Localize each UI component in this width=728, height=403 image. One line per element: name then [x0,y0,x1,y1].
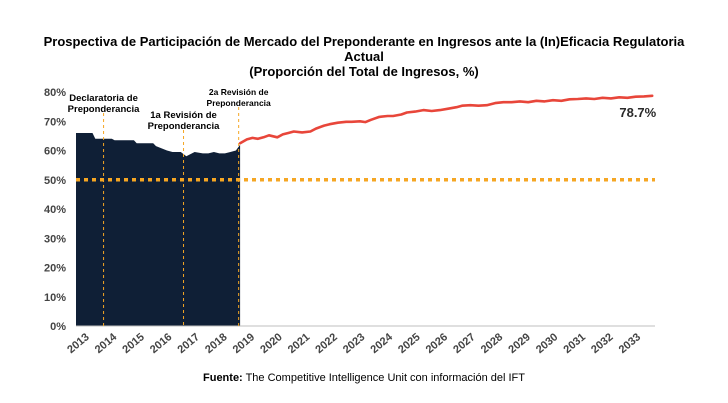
chart-title-line-2: Actual [344,49,384,64]
x-tick-label: 2030 [534,331,560,356]
annotation-label: Preponderancia [207,98,272,108]
source-note: Fuente: The Competitive Intelligence Uni… [0,372,728,384]
x-tick-label: 2033 [617,331,643,356]
annotation-label: Declaratoria de [69,93,138,104]
annotation-label: Preponderancia [148,121,221,132]
projection-line [238,94,654,145]
y-tick-label: 20% [44,263,66,275]
x-tick-label: 2016 [148,331,174,356]
x-tick-label: 2028 [479,331,505,356]
x-axis-labels: 2013 2014 2015 2016 2017 2018 2019 2020 2021 2022… [65,331,643,356]
x-tick-label: 2014 [93,331,120,356]
y-tick-label: 80% [44,87,66,99]
x-tick-label: 2025 [396,331,422,356]
x-tick-label: 2026 [424,331,450,356]
y-tick-label: 70% [44,116,66,128]
x-tick-label: 2027 [451,331,477,356]
x-tick-label: 2020 [258,331,284,356]
y-axis-labels: 0% 10% 20% 30% 40% 50% 60% 70% 80% [44,87,66,333]
y-tick-label: 10% [44,292,66,304]
y-tick-label: 50% [44,175,66,187]
x-tick-label: 2023 [341,331,367,356]
y-tick-label: 30% [44,233,66,245]
chart-title: Prospectiva de Participación de Mercado … [0,34,728,79]
annotation-label: 1a Revisión de [150,110,217,121]
y-tick-label: 40% [44,204,66,216]
y-tick-label: 0% [50,321,66,333]
x-tick-label: 2031 [562,331,588,356]
x-tick-label: 2019 [231,331,257,356]
chart-title-line-3: (Proporción del Total de Ingresos, %) [249,64,479,79]
x-tick-label: 2032 [589,331,615,356]
source-text: The Competitive Intelligence Unit con in… [242,372,525,384]
x-tick-label: 2017 [176,331,202,356]
x-tick-label: 2018 [203,331,229,356]
historical-area [76,133,241,326]
y-tick-label: 60% [44,146,66,158]
annotation-label: 2a Revisión de [209,87,269,97]
x-tick-label: 2021 [286,331,312,356]
annotation-label: Preponderancia [68,104,141,115]
x-tick-label: 2015 [120,331,146,356]
x-tick-label: 2022 [313,331,339,356]
x-tick-label: 2029 [506,331,532,356]
source-label: Fuente: [203,372,243,384]
end-value-label: 78.7% [619,105,656,120]
x-tick-label: 2013 [65,331,91,356]
x-tick-label: 2024 [369,331,396,356]
chart-title-line-1: Prospectiva de Participación de Mercado … [43,34,685,49]
